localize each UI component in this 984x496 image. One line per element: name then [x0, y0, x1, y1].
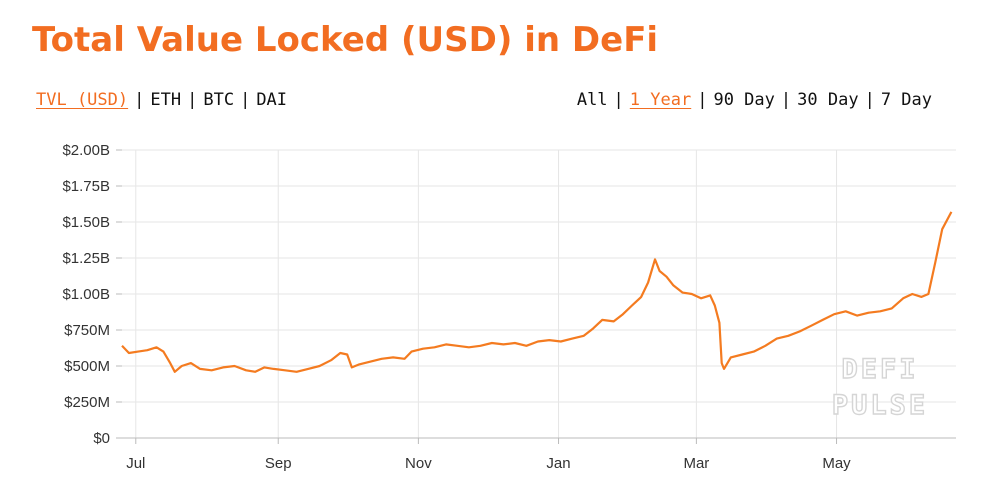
grid: [122, 149, 956, 439]
range-tab-30-day[interactable]: 30 Day: [797, 90, 859, 110]
tvl-line-chart: DEFI PULSE $0 $250M $500M $750M $1.00B $1.25B…: [62, 142, 956, 472]
range-tab-7-day[interactable]: 7 Day: [880, 90, 932, 110]
watermark-line2: PULSE: [832, 390, 928, 421]
metric-tab-dai[interactable]: DAI: [256, 90, 288, 110]
x-tick-label: Nov: [405, 455, 432, 472]
separator: |: [134, 90, 145, 110]
y-tick-label: $750M: [64, 322, 110, 339]
range-selector: All | 1 Year | 90 Day | 30 Day | 7 Day: [577, 90, 932, 110]
page-title: Total Value Locked (USD) in DeFi: [32, 20, 659, 60]
axes: $0 $250M $500M $750M $1.00B $1.25B $1.50B $1.75…: [62, 142, 956, 472]
series: [121, 211, 953, 373]
y-tick-label: $2.00B: [62, 142, 110, 159]
x-tick-label: Sep: [265, 455, 292, 472]
metric-tab-tvl-usd[interactable]: TVL (USD): [36, 90, 129, 110]
x-tick-label: Mar: [683, 455, 709, 472]
range-tab-1-year[interactable]: 1 Year: [629, 90, 692, 110]
metric-selector: TVL (USD) | ETH | BTC | DAI: [36, 90, 287, 110]
separator: |: [240, 90, 251, 110]
y-tick-label: $1.00B: [62, 286, 110, 303]
range-tab-all[interactable]: All: [576, 90, 608, 110]
separator: |: [613, 90, 624, 110]
y-tick-label: $0: [93, 430, 110, 447]
y-tick-label: $1.50B: [62, 214, 110, 231]
separator: |: [187, 90, 198, 110]
defi-pulse-watermark: DEFI PULSE: [831, 353, 928, 421]
series-line: [121, 211, 953, 373]
metric-tab-btc[interactable]: BTC: [203, 90, 235, 110]
x-tick-label: May: [822, 455, 851, 472]
y-tick-label: $250M: [64, 394, 110, 411]
y-tick-label: $500M: [64, 358, 110, 375]
range-tab-90-day[interactable]: 90 Day: [713, 90, 775, 110]
separator: |: [864, 90, 875, 110]
metric-tab-eth[interactable]: ETH: [150, 90, 182, 110]
y-tick-label: $1.75B: [62, 178, 110, 195]
y-tick-label: $1.25B: [62, 250, 110, 267]
separator: |: [697, 90, 708, 110]
x-tick-label: Jul: [126, 455, 145, 472]
separator: |: [780, 90, 792, 110]
watermark-line1: DEFI: [841, 354, 918, 385]
x-tick-label: Jan: [546, 455, 570, 472]
